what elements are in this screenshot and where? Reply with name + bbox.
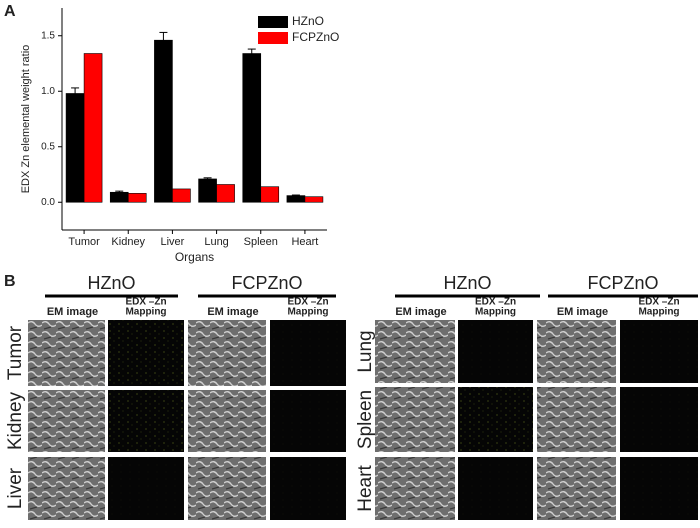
column-header: EM image xyxy=(207,306,258,318)
em-image xyxy=(375,457,455,520)
bar-chart: 0.0 0.5 1.0 1.5 Tumor Kidney Liver Lung Spleen He… xyxy=(20,8,339,264)
legend-label: HZnO xyxy=(292,14,324,28)
row-label: Spleen xyxy=(355,390,376,449)
row-label: Tumor xyxy=(5,325,26,380)
em-image xyxy=(537,387,616,452)
row-label: Kidney xyxy=(5,391,26,450)
panel-label: B xyxy=(4,273,16,290)
x-tick-label: Tumor xyxy=(68,236,100,248)
column-header: EDX –Zn xyxy=(638,297,679,308)
legend-swatch xyxy=(258,16,288,28)
sample-header: FCPZnO xyxy=(231,273,302,293)
bar xyxy=(154,39,173,203)
bar xyxy=(216,184,235,203)
y-axis-label: EDX Zn elemental weight ratio xyxy=(20,45,32,194)
y-tick-label: 1.5 xyxy=(41,30,55,41)
em-image xyxy=(188,320,266,386)
column-header: Mapping xyxy=(287,307,328,318)
error-bar xyxy=(203,177,212,179)
column-header: EDX –Zn xyxy=(125,297,166,308)
column-header: Mapping xyxy=(638,307,679,318)
edx-map-image xyxy=(458,457,533,520)
bar xyxy=(109,191,129,203)
row-label: Heart xyxy=(355,465,376,512)
em-image xyxy=(188,390,266,452)
column-header: Mapping xyxy=(475,307,516,318)
em-image xyxy=(375,320,455,383)
x-tick-label: Spleen xyxy=(244,236,278,248)
column-header: EM image xyxy=(47,306,98,318)
edx-map-image xyxy=(270,320,346,386)
em-image xyxy=(28,390,105,452)
bar xyxy=(83,53,103,203)
sample-header: FCPZnO xyxy=(587,273,658,293)
edx-map-image xyxy=(458,387,533,452)
error-bar xyxy=(247,48,256,54)
column-header: EM image xyxy=(395,306,446,318)
x-tick-label: Heart xyxy=(291,236,318,248)
edx-map-image xyxy=(108,457,184,520)
column-header: Mapping xyxy=(125,307,166,318)
error-bar xyxy=(159,31,168,41)
error-bar xyxy=(291,194,300,196)
y-tick-label: 0.5 xyxy=(41,141,55,152)
x-axis-label: Organs xyxy=(175,250,214,264)
error-bar xyxy=(71,87,80,94)
em-image xyxy=(28,457,105,520)
bar xyxy=(260,186,280,203)
edx-map-image xyxy=(270,457,346,520)
em-image xyxy=(375,387,455,452)
column-header: EM image xyxy=(557,306,608,318)
bar xyxy=(242,53,262,203)
edx-map-image xyxy=(108,390,184,452)
edx-map-image xyxy=(620,320,698,383)
em-image xyxy=(28,320,105,386)
edx-map-image xyxy=(458,320,533,383)
sample-header: HZnO xyxy=(87,273,135,293)
bar xyxy=(198,178,217,203)
row-label: Lung xyxy=(355,330,376,372)
panel-label: A xyxy=(4,3,16,20)
em-image xyxy=(188,457,266,520)
x-tick-label: Kidney xyxy=(111,236,145,248)
legend-swatch xyxy=(258,32,288,44)
x-tick-label: Lung xyxy=(204,236,228,248)
error-bar xyxy=(115,190,124,193)
bar xyxy=(286,195,306,203)
y-tick-label: 0.0 xyxy=(41,197,55,208)
x-tick-label: Liver xyxy=(160,236,184,248)
column-header: EDX –Zn xyxy=(475,297,516,308)
em-image xyxy=(537,320,616,383)
sample-header: HZnO xyxy=(443,273,491,293)
row-label: Liver xyxy=(5,467,26,509)
bar xyxy=(172,188,191,203)
edx-map-image xyxy=(108,320,184,386)
bar xyxy=(304,196,324,203)
y-tick-label: 1.0 xyxy=(41,86,55,97)
edx-map-image xyxy=(620,387,698,452)
bar xyxy=(127,193,147,203)
edx-map-image xyxy=(270,390,346,452)
em-image xyxy=(537,457,616,520)
bar xyxy=(65,93,85,203)
column-header: EDX –Zn xyxy=(287,297,328,308)
edx-map-image xyxy=(620,457,698,520)
legend-label: FCPZnO xyxy=(292,30,339,44)
